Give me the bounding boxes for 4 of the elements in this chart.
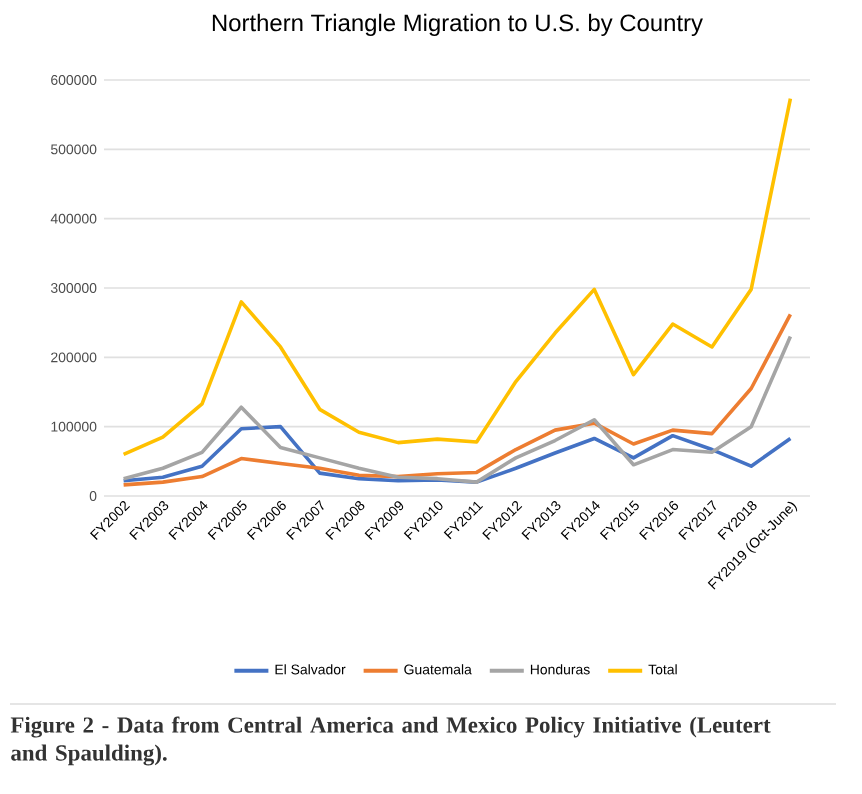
line-series <box>121 96 793 457</box>
line-series <box>121 424 793 484</box>
chart-title: Northern Triangle Migration to U.S. by Country <box>212 13 703 37</box>
caption: Figure 2 - Data from Central America and Mexico Policy Initiative (Leutert and Spaulding). <box>10 716 771 766</box>
